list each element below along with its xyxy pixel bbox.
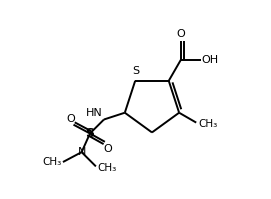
Text: S: S	[85, 127, 95, 140]
Text: O: O	[103, 143, 112, 154]
Text: CH₃: CH₃	[97, 163, 116, 173]
Text: O: O	[66, 114, 75, 124]
Text: CH₃: CH₃	[198, 119, 217, 129]
Text: OH: OH	[202, 55, 219, 65]
Text: N: N	[78, 147, 86, 157]
Text: HN: HN	[86, 108, 103, 118]
Text: S: S	[133, 66, 140, 76]
Text: O: O	[176, 29, 185, 39]
Text: CH₃: CH₃	[43, 157, 62, 167]
